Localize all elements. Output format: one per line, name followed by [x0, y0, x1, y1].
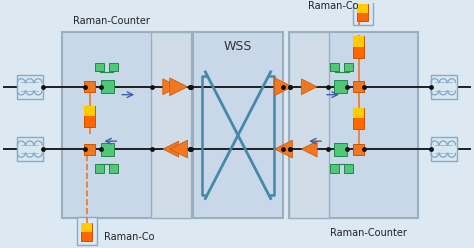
Text: Raman-Counter: Raman-Counter — [330, 228, 407, 238]
Bar — [353, 108, 364, 119]
Bar — [353, 36, 364, 47]
Bar — [353, 81, 364, 92]
Bar — [101, 143, 114, 155]
Text: Raman-Co: Raman-Co — [104, 232, 155, 242]
Bar — [81, 223, 92, 241]
Polygon shape — [163, 141, 179, 157]
Bar — [335, 143, 347, 155]
Bar — [109, 164, 118, 173]
Polygon shape — [163, 79, 179, 95]
Bar — [335, 80, 347, 93]
Bar — [344, 164, 353, 173]
Bar — [353, 108, 364, 129]
Bar — [84, 106, 95, 127]
Bar — [77, 217, 97, 245]
Polygon shape — [274, 78, 292, 96]
Bar — [353, 144, 364, 155]
Text: Raman-Counter: Raman-Counter — [73, 16, 150, 27]
Bar — [290, 32, 329, 218]
Bar — [330, 164, 339, 173]
Polygon shape — [301, 79, 317, 95]
Bar — [101, 80, 114, 93]
Bar — [84, 81, 95, 92]
Bar — [353, 0, 373, 26]
Bar — [357, 4, 368, 22]
Bar — [290, 32, 418, 218]
Polygon shape — [170, 140, 188, 158]
Bar — [357, 4, 368, 13]
Bar — [431, 75, 456, 99]
Text: WSS: WSS — [224, 40, 252, 53]
Bar — [81, 223, 92, 232]
Bar — [109, 62, 118, 71]
Text: Raman-Co: Raman-Co — [308, 1, 359, 11]
Bar — [84, 144, 95, 155]
Polygon shape — [170, 78, 188, 96]
Bar — [62, 32, 191, 218]
Bar — [18, 75, 43, 99]
Bar — [95, 62, 104, 71]
Bar — [95, 164, 104, 173]
Bar — [330, 62, 339, 71]
Bar — [344, 62, 353, 71]
Bar — [193, 32, 283, 218]
Bar — [18, 137, 43, 161]
Bar — [353, 36, 364, 58]
Bar — [84, 106, 95, 117]
Polygon shape — [274, 140, 292, 158]
Bar — [431, 137, 456, 161]
Bar — [151, 32, 191, 218]
Polygon shape — [301, 141, 317, 157]
